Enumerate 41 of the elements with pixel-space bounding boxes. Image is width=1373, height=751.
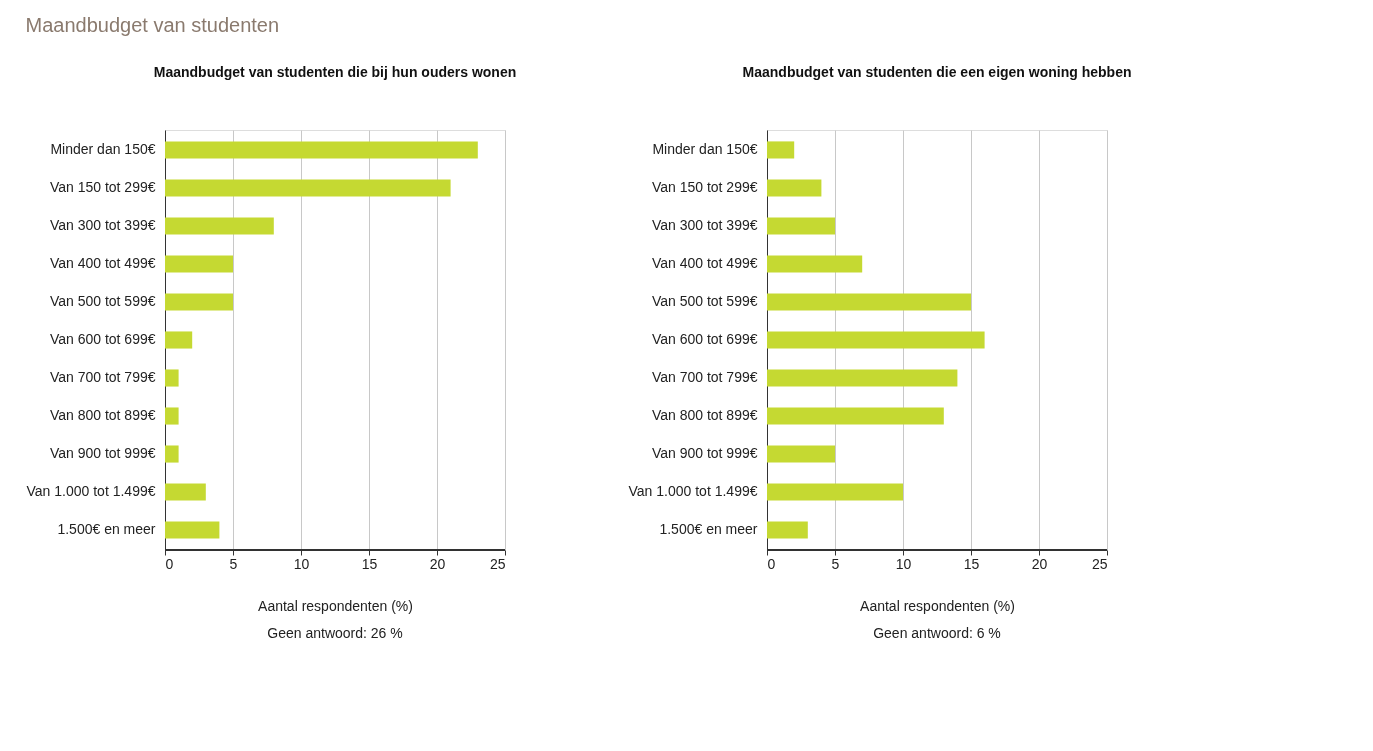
y-tick-label: Van 900 tot 999€	[651, 445, 758, 462]
text: Maandbudget van studenten	[25, 13, 280, 36]
y-tick-label: Van 150 tot 299€	[49, 178, 156, 195]
y-tick-label: Van 600 tot 699€	[651, 331, 758, 347]
x-axis-title: Aantal respondenten (%)	[258, 597, 413, 614]
y-tick-label: Van 300 tot 399€	[651, 216, 758, 233]
y-tick-label: Van 400 tot 499€	[49, 254, 156, 271]
y-tick-label: Van 600 tot 699€	[49, 331, 156, 347]
x-tick-label: 0	[767, 555, 776, 572]
x-tick-label: 25	[1091, 555, 1108, 572]
y-tick-label: Van 900 tot 999€	[49, 445, 156, 462]
x-tick-label: 15	[963, 555, 980, 572]
x-tick-label: 5	[229, 555, 238, 572]
text: Geen antwoord: 6 %	[873, 625, 1001, 641]
y-tick-label: 1.500€ en meer	[57, 521, 156, 538]
y-tick-label: Van 150 tot 299€	[651, 178, 758, 195]
x-tick-label: 10	[895, 555, 912, 572]
text: Geen antwoord: 26 %	[267, 625, 403, 641]
y-tick-label: Van 800 tot 899€	[651, 407, 758, 424]
y-tick-label: Minder dan 150€	[652, 140, 758, 157]
x-tick-label: 0	[165, 555, 174, 572]
chart-title: Maandbudget van studenten die bij hun ouders wonen	[153, 64, 517, 80]
x-tick-label: 20	[429, 555, 446, 572]
y-tick-label: Van 700 tot 799€	[651, 369, 758, 386]
x-tick-label: 25	[489, 555, 506, 572]
y-tick-label: 1.500€ en meer	[659, 521, 758, 538]
y-tick-label: Van 700 tot 799€	[49, 369, 156, 386]
x-tick-label: 15	[361, 555, 378, 572]
y-tick-label: Van 1.000 tot 1.499€	[26, 483, 156, 500]
y-tick-label: Van 500 tot 599€	[651, 292, 758, 309]
y-tick-label: Van 800 tot 899€	[49, 407, 156, 424]
y-tick-label: Van 1.000 tot 1.499€	[628, 483, 758, 500]
y-tick-label: Minder dan 150€	[50, 140, 156, 157]
x-tick-label: 20	[1031, 555, 1048, 572]
chart-title: Maandbudget van studenten die een eigen woning hebben	[742, 64, 1132, 80]
y-tick-label: Van 500 tot 599€	[49, 292, 156, 309]
x-axis-title: Aantal respondenten (%)	[860, 597, 1015, 614]
y-tick-label: Van 400 tot 499€	[651, 254, 758, 271]
x-tick-label: 5	[831, 555, 840, 572]
y-tick-label: Van 300 tot 399€	[49, 216, 156, 233]
x-tick-label: 10	[293, 555, 310, 572]
